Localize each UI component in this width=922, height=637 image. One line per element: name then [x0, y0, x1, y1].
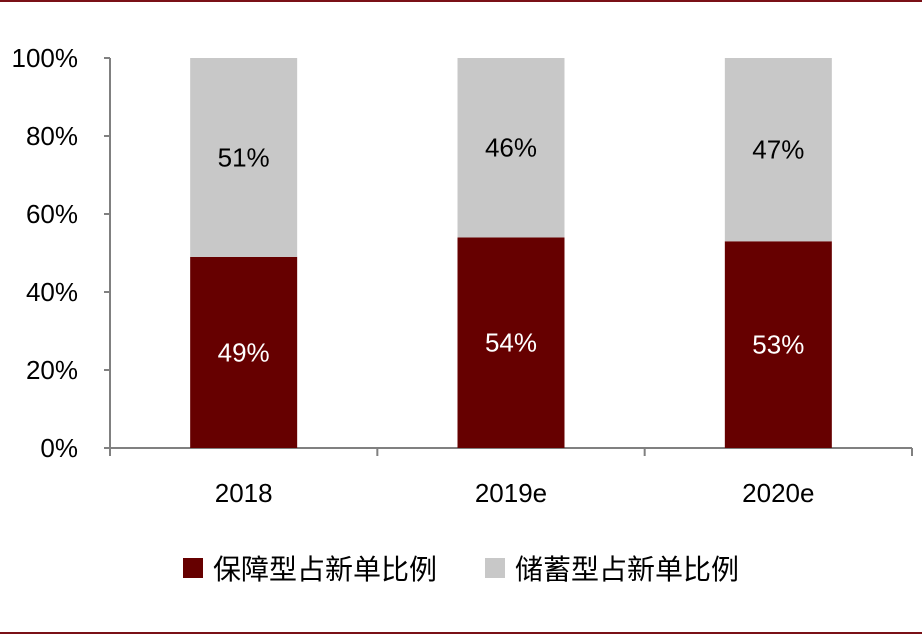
data-label-protection-2019e: 54% — [485, 328, 537, 358]
y-tick-label: 80% — [26, 121, 78, 151]
stacked-bar-chart: 0% 20% 40% 60% 80% 100% 49% 51% 2018 54% 46% 2019e 5… — [12, 43, 913, 508]
legend-item-savings: 储蓄型占新单比例 — [485, 548, 739, 588]
data-label-savings-2019e: 46% — [485, 133, 537, 163]
legend-label-savings: 储蓄型占新单比例 — [515, 554, 740, 585]
y-tick-label: 40% — [26, 277, 78, 307]
bar-savings-2018 — [190, 58, 298, 257]
y-tick-label: 60% — [26, 199, 78, 229]
data-label-savings-2018: 51% — [218, 142, 270, 172]
bar-protection-2020e — [724, 241, 832, 448]
bar-savings-2019e — [457, 58, 565, 238]
data-label-protection-2018: 49% — [218, 337, 270, 367]
y-tick-label: 100% — [12, 43, 79, 73]
data-label-savings-2020e: 47% — [752, 135, 804, 165]
bar-protection-2019e — [457, 237, 565, 448]
bottom-rule — [0, 632, 922, 634]
legend-label-protection: 保障型占新单比例 — [212, 554, 437, 585]
legend: 保障型占新单比例 储蓄型占新单比例 — [0, 548, 922, 588]
legend-item-protection: 保障型占新单比例 — [182, 548, 437, 588]
bar-savings-2020e — [724, 58, 832, 242]
data-label-protection-2020e: 53% — [752, 330, 804, 360]
y-tick-label: 0% — [40, 433, 78, 463]
legend-swatch-savings — [485, 558, 505, 578]
bar-protection-2018 — [190, 256, 298, 448]
x-tick-label: 2020e — [742, 478, 814, 508]
y-tick-label: 20% — [26, 355, 78, 385]
x-tick-label: 2019e — [475, 478, 547, 508]
top-rule — [0, 0, 922, 2]
x-tick-label: 2018 — [215, 478, 273, 508]
legend-swatch-protection — [182, 558, 203, 578]
